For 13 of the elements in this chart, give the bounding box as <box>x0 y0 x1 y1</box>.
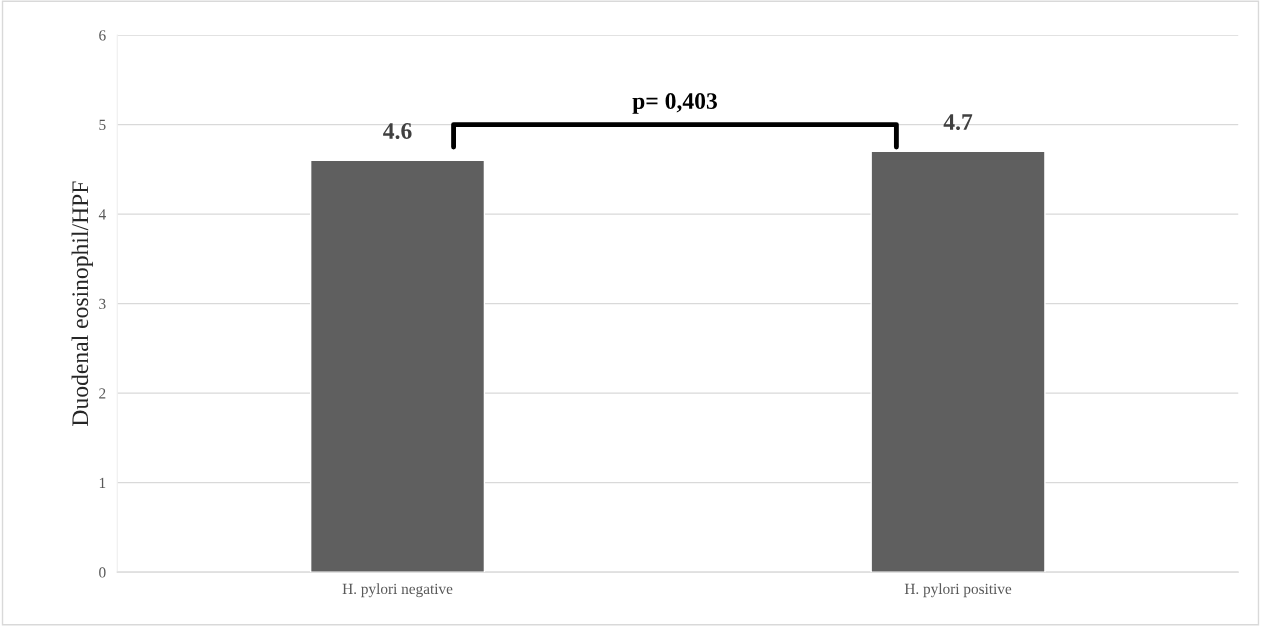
y-tick-label: 6 <box>99 30 106 41</box>
y-tick-label: 0 <box>99 567 106 578</box>
y-tick-label: 5 <box>99 119 106 131</box>
annotation: p= 0,403 <box>632 93 717 114</box>
y-tick-label: 4 <box>98 209 106 220</box>
y-axis-title: Duodenal eosinophil/HPF <box>71 181 93 426</box>
x-tick-label: H. pylori negative <box>342 583 453 598</box>
x-tick-label: H. pylori positive <box>904 583 1012 598</box>
data-label: 4.7 <box>943 114 973 131</box>
y-tick-label: 1 <box>99 477 106 488</box>
data-label: 4.6 <box>383 123 412 140</box>
y-tick-label: 2 <box>99 388 106 399</box>
y-tick-label: 3 <box>99 298 106 310</box>
